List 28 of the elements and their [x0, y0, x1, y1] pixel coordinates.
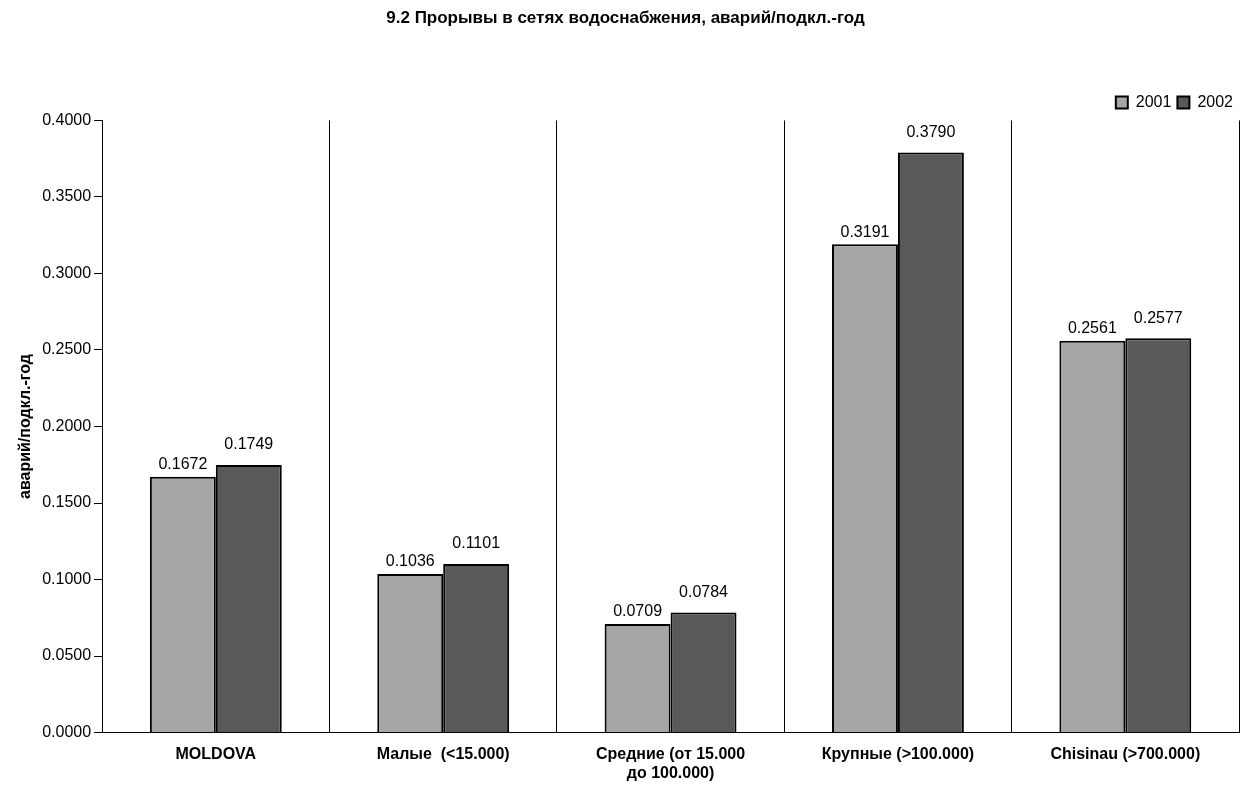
y-tick-label: 0.1000 — [42, 569, 92, 587]
y-tick-label: 0.4000 — [42, 110, 92, 128]
y-tick-label: 0.3500 — [42, 187, 92, 205]
data-label: 0.2577 — [1133, 308, 1183, 326]
x-tick-label: Chisinau (>700.000) — [1050, 744, 1201, 762]
x-tick-label: Средние (от 15.000 до 100.000) — [595, 744, 746, 781]
y-tick-label: 0.3000 — [42, 263, 92, 281]
data-label: 0.3191 — [840, 222, 890, 240]
y-tick-label: 0.2000 — [42, 416, 92, 434]
data-label: 0.1101 — [452, 534, 501, 552]
chart-title: 9.2 Прорывы в сетях водоснабжения, аварий/подкл.-год — [386, 7, 865, 27]
data-label: 0.3790 — [906, 122, 956, 140]
y-tick-label: 0.2500 — [42, 340, 92, 358]
x-tick-label: Малые (<15.000) — [376, 744, 510, 762]
data-label: 0.0784 — [679, 583, 729, 601]
data-label: 0.1036 — [385, 552, 435, 570]
y-tick-label: 0.0500 — [42, 646, 92, 664]
legend-label: 2002 — [1197, 92, 1234, 110]
legend-label: 2001 — [1135, 92, 1172, 110]
data-label: 0.0709 — [613, 602, 663, 620]
y-tick-label: 0.0000 — [42, 723, 92, 741]
data-label: 0.1749 — [224, 435, 274, 453]
data-label: 0.2561 — [1067, 319, 1117, 337]
data-label: 0.1672 — [158, 455, 208, 473]
y-tick-label: 0.1500 — [42, 493, 92, 511]
x-tick-label: Крупные (>100.000) — [821, 744, 975, 762]
x-tick-label: MOLDOVA — [175, 744, 257, 762]
y-axis-title: аварий/подкл.-год — [16, 353, 34, 500]
